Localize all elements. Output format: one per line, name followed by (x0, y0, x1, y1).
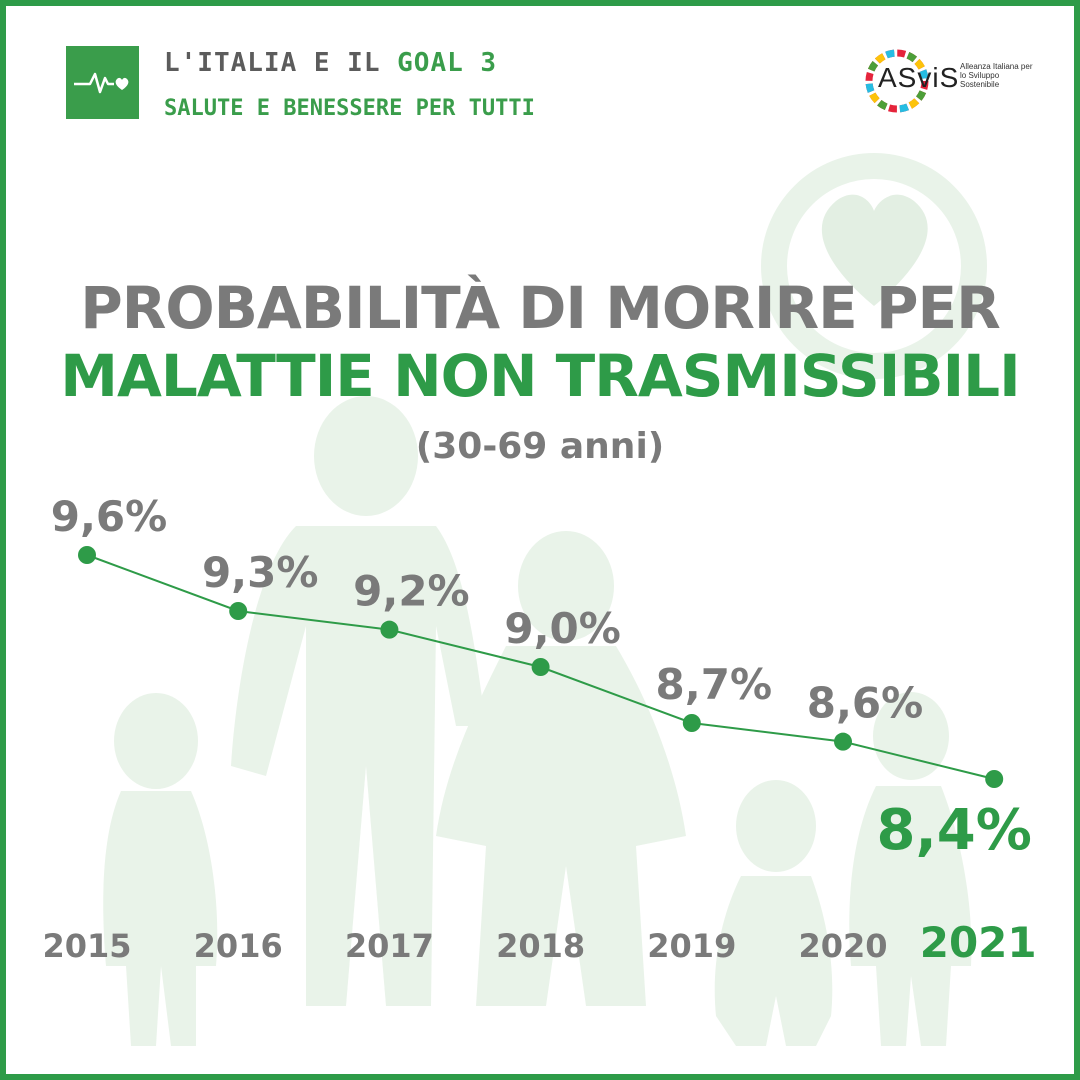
title-line-1: PROBABILITÀ DI MORIRE PER (80, 274, 1000, 342)
header-goal-subtitle: SALUTE E BENESSERE PER TUTTI (164, 96, 535, 121)
header-goal-line: L'ITALIA E IL GOAL 3 (164, 48, 497, 78)
data-label: 9,0% (504, 604, 620, 653)
year-tick-label: 2020 (798, 927, 887, 965)
data-point (531, 658, 550, 676)
data-label: 8,7% (656, 660, 772, 709)
data-label: 9,3% (202, 548, 318, 597)
data-point (985, 770, 1004, 788)
goal-3-badge (66, 46, 139, 119)
family-silhouette-background (103, 153, 987, 1046)
year-tick-label: 2015 (42, 927, 131, 965)
data-label: 8,4% (877, 798, 1032, 863)
asvis-logo-word: ASviS (878, 62, 960, 93)
data-label: 9,6% (51, 492, 167, 541)
header-prefix: L'ITALIA E IL (164, 48, 381, 78)
year-tick-label: 2016 (194, 927, 283, 965)
heartbeat-icon (74, 72, 129, 94)
data-point (380, 620, 399, 639)
data-point (834, 732, 852, 751)
data-point (78, 546, 96, 564)
asvis-logo-subtitle: Alleanza Italiana per lo Sviluppo Sosten… (960, 62, 1033, 89)
data-label: 9,2% (353, 567, 469, 616)
data-point (682, 714, 701, 732)
title-line-2: MALATTIE NON TRASMISSIBILI (60, 342, 1020, 410)
data-label: 8,6% (807, 679, 923, 728)
data-point (229, 602, 248, 620)
year-tick-label: 2019 (647, 927, 736, 965)
asvis-wheel-icon (865, 49, 929, 113)
year-tick-label: 2021 (920, 918, 1037, 967)
line-chart: 9,6% 2015 9,3% 2016 9,2% 2017 9,0% 2018 8,7% 2019… (42, 492, 1037, 967)
title-subtitle: (30-69 anni) (415, 426, 665, 467)
year-tick-label: 2017 (345, 927, 434, 965)
header-goal-number: GOAL 3 (397, 48, 498, 78)
year-tick-label: 2018 (496, 927, 585, 965)
asvis-logo: ASviS Alleanza Italiana per lo Sviluppo … (862, 46, 1047, 116)
